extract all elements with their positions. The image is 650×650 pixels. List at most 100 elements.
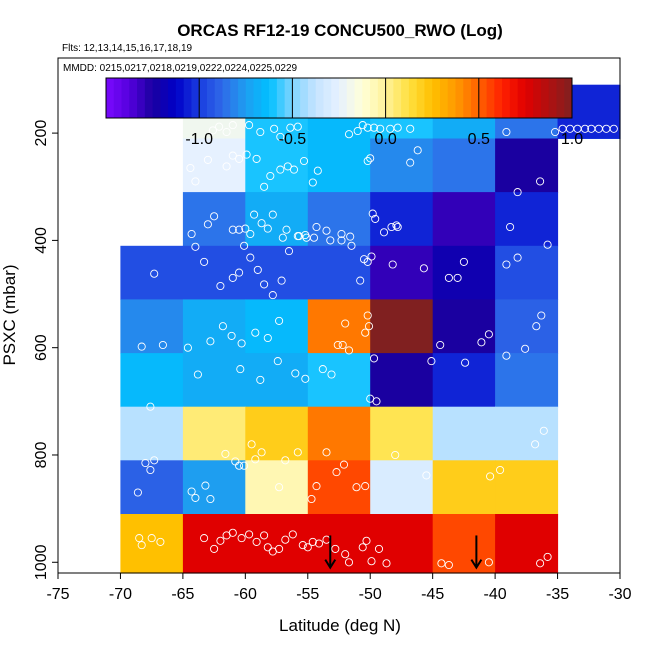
heatmap-cell bbox=[495, 192, 559, 247]
observation-point bbox=[326, 236, 335, 245]
observation-point bbox=[250, 210, 259, 219]
observation-point bbox=[543, 240, 552, 249]
observation-point bbox=[203, 220, 212, 229]
colorbar-segment bbox=[556, 78, 565, 118]
observation-point bbox=[521, 344, 530, 353]
y-axis: 200 400 600 800 1000 bbox=[33, 120, 58, 580]
observation-point bbox=[252, 537, 261, 546]
observation-point bbox=[201, 481, 210, 490]
observation-point bbox=[539, 426, 548, 435]
heatmap-cell bbox=[370, 138, 434, 193]
observation-point bbox=[484, 330, 493, 339]
observation-point bbox=[222, 162, 231, 171]
observation-point bbox=[242, 150, 251, 159]
observation-point bbox=[444, 273, 453, 282]
heatmap-cell bbox=[432, 406, 496, 461]
observation-point bbox=[341, 550, 350, 559]
observation-point bbox=[314, 539, 324, 548]
observation-point bbox=[388, 260, 397, 269]
observation-point bbox=[206, 337, 215, 346]
observation-point bbox=[331, 544, 340, 553]
arrow-markers bbox=[324, 535, 483, 570]
observation-point bbox=[257, 448, 266, 457]
observation-points bbox=[133, 121, 618, 570]
observation-point bbox=[228, 151, 237, 160]
x-axis: -75 -70 -65 -60 -55 -50 -45 -40 -35 -30 bbox=[46, 573, 632, 603]
observation-point bbox=[240, 241, 249, 250]
observation-point bbox=[551, 127, 560, 137]
observation-point bbox=[361, 482, 370, 491]
observation-point bbox=[237, 534, 246, 543]
heatmap-cell bbox=[182, 299, 246, 354]
observation-point bbox=[366, 154, 375, 163]
observation-point bbox=[291, 369, 300, 378]
observation-point bbox=[191, 493, 200, 502]
observation-point bbox=[208, 126, 217, 135]
observation-point bbox=[288, 530, 297, 539]
observation-point bbox=[367, 557, 376, 566]
colorbar-segment bbox=[183, 78, 192, 118]
observation-point bbox=[436, 340, 445, 350]
heatmap-cell bbox=[245, 138, 309, 193]
observation-point bbox=[506, 222, 515, 232]
colorbar-segment bbox=[517, 78, 526, 118]
observation-point bbox=[282, 225, 291, 234]
x-tick-label: -70 bbox=[109, 586, 132, 603]
observation-point bbox=[278, 233, 287, 242]
observation-point bbox=[236, 365, 245, 374]
observation-point bbox=[187, 229, 196, 239]
colorbar-segment bbox=[113, 78, 123, 118]
observation-point bbox=[191, 242, 200, 251]
observation-point bbox=[158, 340, 167, 350]
colorbar-segment bbox=[245, 78, 255, 118]
observation-point bbox=[513, 253, 522, 262]
y-tick-label: 800 bbox=[33, 442, 50, 469]
colorbar-segment bbox=[439, 78, 449, 118]
colorbar-segment bbox=[238, 78, 247, 118]
heatmap-cell bbox=[182, 460, 246, 515]
y-tick-label: 400 bbox=[33, 227, 50, 254]
heatmap-cell bbox=[370, 353, 434, 408]
heatmap-cell bbox=[432, 245, 496, 300]
x-tick-label: -40 bbox=[484, 586, 507, 603]
observation-point bbox=[150, 269, 159, 278]
observation-point bbox=[146, 402, 155, 411]
observation-point bbox=[221, 449, 230, 458]
observation-point bbox=[186, 163, 195, 173]
observation-point bbox=[275, 483, 284, 492]
heatmap-cell bbox=[370, 406, 434, 461]
colorbar-segment bbox=[525, 78, 534, 118]
observation-point bbox=[322, 448, 331, 457]
heatmap-cell bbox=[432, 460, 496, 515]
observation-point bbox=[318, 365, 327, 374]
heatmap-cell bbox=[432, 138, 496, 193]
heatmap-cell bbox=[307, 245, 371, 300]
colorbar-segment bbox=[331, 78, 340, 118]
colorbar-segment bbox=[354, 78, 363, 118]
observation-point bbox=[496, 465, 505, 475]
observation-point bbox=[240, 461, 249, 470]
heatmap-cell bbox=[495, 299, 559, 354]
observation-point bbox=[531, 440, 540, 449]
observation-point bbox=[235, 461, 244, 470]
observation-point bbox=[228, 121, 237, 130]
observation-point bbox=[275, 316, 284, 325]
heatmap-cell bbox=[307, 138, 371, 193]
observation-point bbox=[308, 178, 317, 187]
observation-point bbox=[537, 311, 546, 320]
observation-point bbox=[333, 340, 342, 350]
y-tick-label: 200 bbox=[33, 120, 50, 147]
observation-point bbox=[235, 225, 244, 234]
observation-point bbox=[387, 222, 396, 232]
heatmap-cell bbox=[495, 353, 559, 408]
colorbar-segment bbox=[253, 78, 262, 118]
colorbar-segment bbox=[455, 78, 464, 118]
observation-point bbox=[393, 123, 402, 132]
observation-point bbox=[251, 328, 260, 337]
heatmap-cell bbox=[182, 192, 246, 247]
observation-point bbox=[406, 158, 415, 167]
colorbar-tick-label: 1.0 bbox=[561, 131, 583, 148]
observation-point bbox=[266, 171, 275, 181]
x-tick-label: -30 bbox=[608, 586, 631, 603]
colorbar-segment bbox=[160, 78, 169, 118]
